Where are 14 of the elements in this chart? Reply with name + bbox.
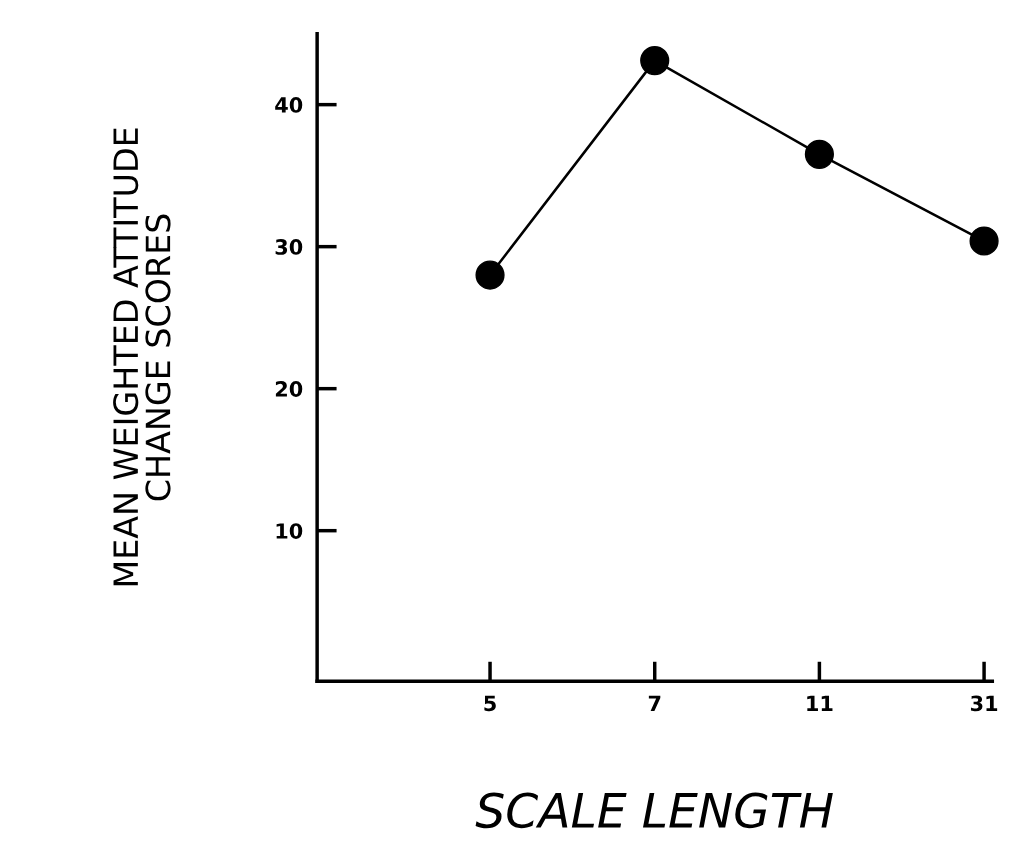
x-tick-label: 5 — [484, 695, 496, 712]
point — [804, 139, 834, 169]
y-axis-title: MEAN WEIGHTED ATTITUDE CHANGE SCORES — [113, 128, 171, 586]
y-tick-label: 30 — [275, 239, 303, 255]
x-tick-label: 31 — [970, 695, 998, 712]
x-axis-title: SCALE LENGTH — [475, 792, 833, 829]
y-tick-label: 20 — [275, 381, 303, 397]
point — [969, 226, 999, 256]
point — [640, 46, 670, 76]
y-tick-label: 10 — [276, 523, 303, 539]
y-tick-label: 40 — [275, 97, 303, 113]
point — [475, 260, 505, 290]
x-tick-label: 11 — [807, 695, 833, 711]
x-tick-label: 7 — [648, 695, 661, 711]
